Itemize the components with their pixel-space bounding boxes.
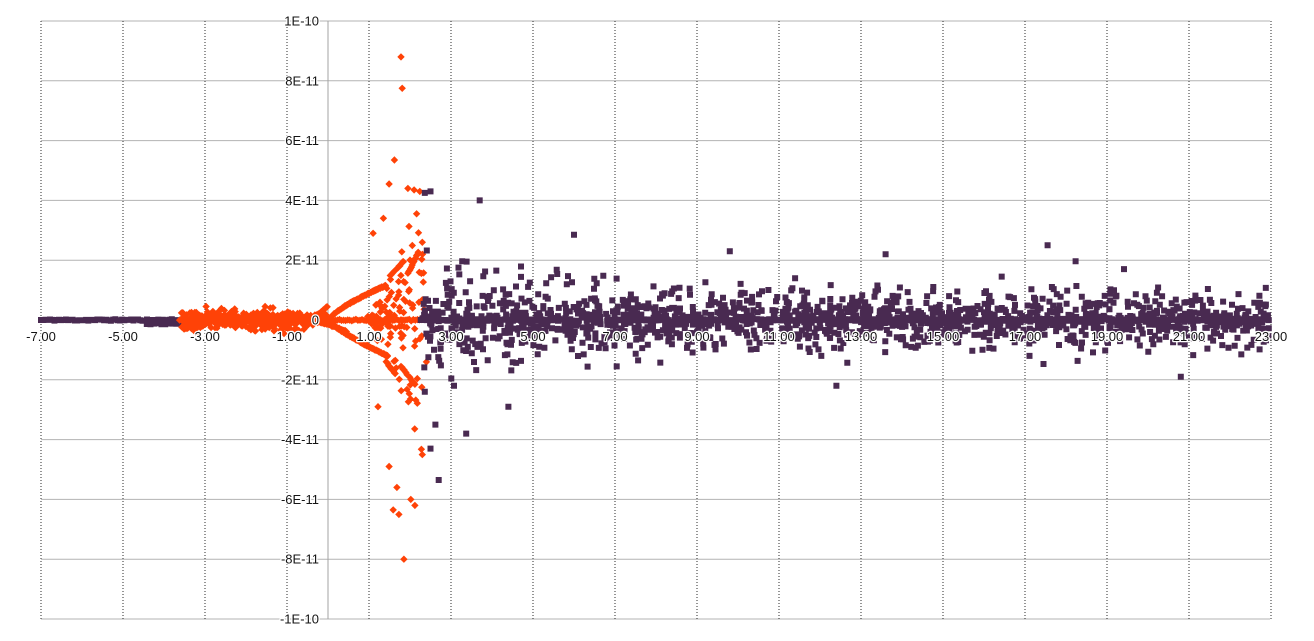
y-tick-label: 4E-11 xyxy=(285,193,319,208)
x-tick-label: 19.00 xyxy=(1091,329,1124,344)
x-tick-label: -5.00 xyxy=(108,329,138,344)
x-tick-label: 15.00 xyxy=(927,329,960,344)
x-tick-label: 5.00 xyxy=(520,329,545,344)
x-tick-label: 1.00 xyxy=(356,329,381,344)
data-series-layer xyxy=(38,53,1272,563)
x-tick-label: -3.00 xyxy=(190,329,220,344)
x-tick-label: 17.00 xyxy=(1009,329,1042,344)
y-tick-label: 8E-11 xyxy=(285,73,319,88)
x-tick-label: 7.00 xyxy=(602,329,627,344)
y-tick-label: -2E-11 xyxy=(281,372,319,387)
x-tick-label: 9.00 xyxy=(684,329,709,344)
x-tick-label: 21.00 xyxy=(1173,329,1206,344)
y-tick-label: 0 xyxy=(312,313,319,328)
y-tick-label: 2E-11 xyxy=(285,253,319,268)
y-tick-label: 1E-10 xyxy=(284,14,319,29)
y-tick-label: -4E-11 xyxy=(281,432,319,447)
vertical-gridlines xyxy=(40,21,1272,619)
y-tick-label: -8E-11 xyxy=(281,552,319,567)
series-orange-diamonds xyxy=(175,53,431,563)
x-tick-label: 23.00 xyxy=(1255,329,1288,344)
x-tick-label: 13.00 xyxy=(845,329,878,344)
y-tick-label: -6E-11 xyxy=(281,492,319,507)
x-tick-label: 11.00 xyxy=(763,329,795,344)
x-axis-tick-labels: -7.00 -5.00 -3.00 -1.00 1.00 3.00 5.00 7.00 9.00… xyxy=(25,328,1289,346)
y-axis-tick-labels: 1E-10 8E-11 6E-11 4E-11 2E-11 0 -2E-11 -4E-11 -6… xyxy=(279,12,321,628)
y-tick-label: -1E-10 xyxy=(280,612,319,627)
series-purple-squares-right xyxy=(417,188,1272,483)
x-tick-label: -1.00 xyxy=(272,329,302,344)
x-tick-label: -7.00 xyxy=(26,329,56,344)
y-tick-label: 6E-11 xyxy=(285,133,319,148)
series-purple-squares xyxy=(38,316,187,328)
x-tick-label: 3.00 xyxy=(438,329,463,344)
